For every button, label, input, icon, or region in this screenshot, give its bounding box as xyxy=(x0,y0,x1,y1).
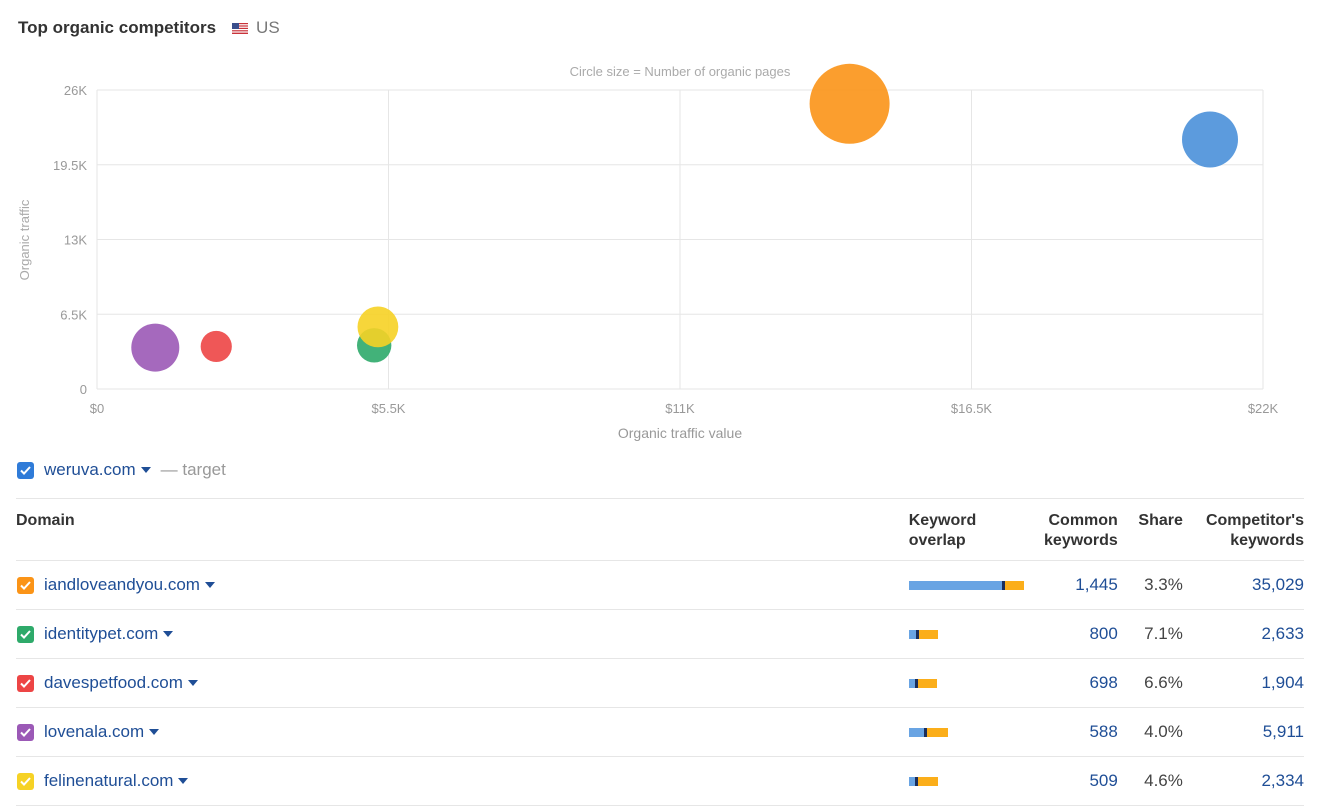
y-tick-label: 0 xyxy=(80,382,87,397)
overlap-bar-divider xyxy=(914,678,918,688)
y-tick-label: 26K xyxy=(64,83,87,98)
keyword-overlap-bar xyxy=(908,727,1025,737)
target-domain-dropdown-icon[interactable] xyxy=(140,467,151,473)
overlap-bar-competitor-segment xyxy=(917,678,937,688)
chart-subtitle: Circle size = Number of organic pages xyxy=(570,64,791,79)
domain-dropdown-icon[interactable] xyxy=(187,680,198,686)
common-keywords-value[interactable]: 800 xyxy=(1024,609,1118,659)
x-tick-label: $5.5K xyxy=(372,401,406,416)
x-tick-label: $0 xyxy=(90,401,104,416)
table-row: felinenatural.com 509 4.6% 2,334 xyxy=(16,756,1304,806)
row-checkbox[interactable] xyxy=(17,576,34,594)
x-tick-label: $11K xyxy=(665,401,695,416)
keyword-overlap-bar xyxy=(908,580,1025,590)
domain-link[interactable]: identitypet.com xyxy=(44,624,159,643)
col-keyword-overlap-header[interactable]: Keyword overlap xyxy=(908,498,1025,561)
common-keywords-value[interactable]: 1,445 xyxy=(1024,560,1118,610)
x-tick-label: $22K xyxy=(1248,401,1279,416)
bubble-point[interactable]: iandloveandyou.com xyxy=(809,63,890,144)
share-value: 4.6% xyxy=(1117,756,1183,806)
col-share-header[interactable]: Share xyxy=(1117,498,1183,561)
domain-dropdown-icon[interactable] xyxy=(178,778,189,784)
country-label: US xyxy=(256,18,280,37)
domain-link[interactable]: felinenatural.com xyxy=(44,771,174,790)
competitors-table: Domain Keyword overlap Common keywords Sha… xyxy=(16,498,1304,806)
col-competitor-keywords-header[interactable]: Competitor's keywords xyxy=(1182,498,1304,561)
y-tick-label: 6.5K xyxy=(60,307,87,322)
share-value: 4.0% xyxy=(1117,707,1183,757)
overlap-bar-competitor-segment xyxy=(926,727,948,737)
table-header-row: Domain Keyword overlap Common keywords Sha… xyxy=(16,498,1304,561)
table-row: davespetfood.com 698 6.6% 1,904 xyxy=(16,658,1304,708)
check-icon xyxy=(20,580,31,590)
share-value: 7.1% xyxy=(1117,609,1183,659)
table-row: identitypet.com 800 7.1% 2,633 xyxy=(16,609,1304,659)
competitor-keywords-value[interactable]: 2,633 xyxy=(1182,609,1304,659)
row-checkbox[interactable] xyxy=(17,625,34,643)
overlap-bar-divider xyxy=(915,629,919,639)
widget-header: Top organic competitors US xyxy=(18,16,280,40)
target-domain-row: weruva.com — target xyxy=(17,459,226,481)
domain-link[interactable]: iandloveandyou.com xyxy=(44,575,200,594)
row-checkbox[interactable] xyxy=(17,772,34,790)
us-flag-icon xyxy=(232,22,249,34)
overlap-bar-target-segment xyxy=(908,678,915,688)
bubble-chart: Circle size = Number of organic pages Or… xyxy=(17,63,1279,441)
bubble-point[interactable]: davespetfood.com xyxy=(200,330,232,363)
row-checkbox[interactable] xyxy=(17,723,34,741)
domain-dropdown-icon[interactable] xyxy=(163,631,174,637)
competitor-keywords-value[interactable]: 5,911 xyxy=(1182,707,1304,757)
domain-link[interactable]: davespetfood.com xyxy=(44,673,183,692)
domain-dropdown-icon[interactable] xyxy=(149,729,160,735)
overlap-bar-target-segment xyxy=(908,629,916,639)
overlap-bar-competitor-segment xyxy=(1004,580,1024,590)
common-keywords-value[interactable]: 588 xyxy=(1024,707,1118,757)
x-tick-label: $16.5K xyxy=(951,401,993,416)
overlap-bar-divider xyxy=(1001,580,1005,590)
row-checkbox[interactable] xyxy=(17,674,34,692)
check-icon xyxy=(20,678,31,688)
widget-title: Top organic competitors xyxy=(18,18,217,37)
competitor-keywords-value[interactable]: 35,029 xyxy=(1182,560,1304,610)
share-value: 3.3% xyxy=(1117,560,1183,610)
target-checkbox[interactable] xyxy=(17,461,34,479)
bubble-point[interactable]: felinenatural.com xyxy=(357,306,399,348)
x-axis-label: Organic traffic value xyxy=(618,425,742,441)
keyword-overlap-bar xyxy=(908,678,1025,688)
share-value: 6.6% xyxy=(1117,658,1183,708)
check-icon xyxy=(20,776,31,786)
domain-dropdown-icon[interactable] xyxy=(204,582,215,588)
check-icon xyxy=(20,629,31,639)
col-domain-header[interactable]: Domain xyxy=(16,498,909,561)
check-icon xyxy=(20,727,31,737)
keyword-overlap-bar xyxy=(908,776,1025,786)
table-row: lovenala.com 588 4.0% 5,911 xyxy=(16,707,1304,757)
overlap-bar-competitor-segment xyxy=(918,629,938,639)
table-row: iandloveandyou.com 1,445 3.3% 35,029 xyxy=(16,560,1304,610)
bubble-point[interactable]: lovenala.com xyxy=(131,323,180,372)
target-domain-link[interactable]: weruva.com xyxy=(44,460,136,479)
y-tick-label: 19.5K xyxy=(53,158,87,173)
overlap-bar-target-segment xyxy=(908,580,1002,590)
overlap-bar-target-segment xyxy=(908,727,924,737)
domain-link[interactable]: lovenala.com xyxy=(44,722,145,741)
competitor-keywords-value[interactable]: 1,904 xyxy=(1182,658,1304,708)
overlap-bar-competitor-segment xyxy=(917,776,938,786)
overlap-bar-divider xyxy=(923,727,927,737)
y-tick-label: 13K xyxy=(64,233,87,248)
overlap-bar-divider xyxy=(914,776,918,786)
check-icon xyxy=(20,465,31,475)
keyword-overlap-bar xyxy=(908,629,1025,639)
bubble-point[interactable]: weruva.com xyxy=(1182,111,1238,168)
common-keywords-value[interactable]: 509 xyxy=(1024,756,1118,806)
common-keywords-value[interactable]: 698 xyxy=(1024,658,1118,708)
target-label: — target xyxy=(160,460,226,479)
y-axis-label: Organic traffic xyxy=(17,199,32,280)
overlap-bar-target-segment xyxy=(908,776,915,786)
col-common-keywords-header[interactable]: Common keywords xyxy=(1024,498,1118,561)
competitor-keywords-value[interactable]: 2,334 xyxy=(1182,756,1304,806)
